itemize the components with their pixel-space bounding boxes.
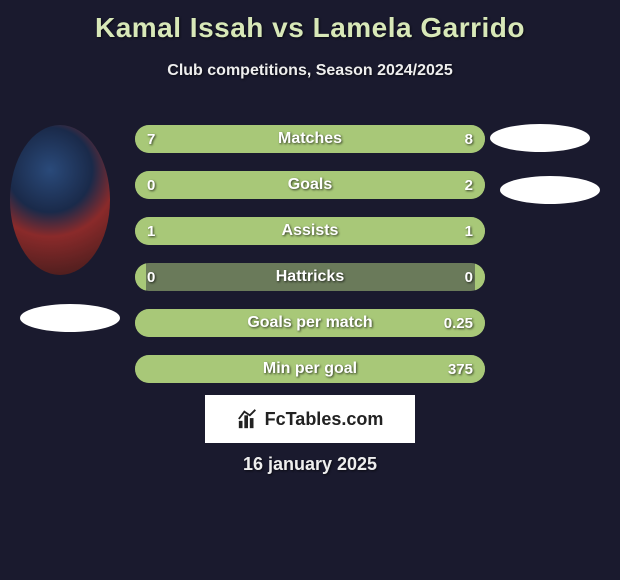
stat-value-right: 1 bbox=[465, 217, 473, 245]
chart-icon bbox=[237, 408, 259, 430]
stat-label: Goals bbox=[135, 171, 485, 199]
stat-row-goals-per-match: Goals per match 0.25 bbox=[135, 309, 485, 337]
stat-value-right: 8 bbox=[465, 125, 473, 153]
stat-label: Matches bbox=[135, 125, 485, 153]
stat-row-hattricks: 0 Hattricks 0 bbox=[135, 263, 485, 291]
ellipse-right-bottom bbox=[500, 176, 600, 204]
stat-row-min-per-goal: Min per goal 375 bbox=[135, 355, 485, 383]
stat-row-assists: 1 Assists 1 bbox=[135, 217, 485, 245]
player-photo-left bbox=[10, 125, 110, 275]
ellipse-right-top bbox=[490, 124, 590, 152]
stat-label: Assists bbox=[135, 217, 485, 245]
subtitle: Club competitions, Season 2024/2025 bbox=[0, 62, 620, 80]
brand-text: FcTables.com bbox=[265, 409, 384, 430]
infographic-container: Kamal Issah vs Lamela Garrido Club compe… bbox=[0, 0, 620, 580]
stat-row-matches: 7 Matches 8 bbox=[135, 125, 485, 153]
brand-badge: FcTables.com bbox=[205, 395, 415, 443]
stat-value-right: 0 bbox=[465, 263, 473, 291]
stat-label: Goals per match bbox=[135, 309, 485, 337]
stat-label: Min per goal bbox=[135, 355, 485, 383]
date-text: 16 january 2025 bbox=[0, 454, 620, 475]
stat-value-right: 375 bbox=[448, 355, 473, 383]
ellipse-left bbox=[20, 304, 120, 332]
stat-value-right: 2 bbox=[465, 171, 473, 199]
stat-value-right: 0.25 bbox=[444, 309, 473, 337]
stat-row-goals: 0 Goals 2 bbox=[135, 171, 485, 199]
page-title: Kamal Issah vs Lamela Garrido bbox=[0, 0, 620, 44]
stats-panel: 7 Matches 8 0 Goals 2 1 Assists 1 0 Hatt… bbox=[135, 125, 485, 401]
stat-label: Hattricks bbox=[135, 263, 485, 291]
